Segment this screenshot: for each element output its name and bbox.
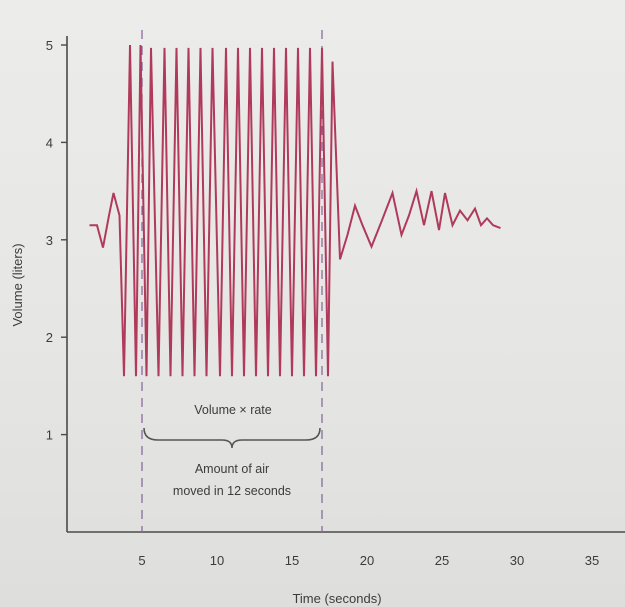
x-tick-label-5: 5: [138, 553, 145, 568]
y-tick-label-4: 4: [46, 135, 53, 150]
annotation-amount-of-air: Amount of air: [195, 462, 269, 476]
annotation-moved-in-12-seconds: moved in 12 seconds: [173, 484, 291, 498]
x-axis-label: Time (seconds): [292, 591, 381, 606]
x-tick-label-35: 35: [585, 553, 599, 568]
volume-trace-line: [89, 44, 501, 377]
x-tick-label-30: 30: [510, 553, 524, 568]
x-ticks: 5 10 15 20 25 30 35: [138, 553, 599, 568]
y-axis-label: Volume (liters): [10, 243, 25, 326]
curly-brace: [143, 427, 321, 449]
y-tick-label-3: 3: [46, 233, 53, 248]
x-tick-label-25: 25: [435, 553, 449, 568]
annotation-volume-rate: Volume × rate: [194, 403, 272, 417]
x-tick-label-10: 10: [210, 553, 224, 568]
x-tick-label-15: 15: [285, 553, 299, 568]
y-ticks: 1 2 3 4 5: [46, 38, 67, 443]
axes: [66, 36, 625, 533]
y-tick-label-5: 5: [46, 38, 53, 53]
y-tick-label-2: 2: [46, 330, 53, 345]
x-tick-label-20: 20: [360, 553, 374, 568]
y-tick-label-1: 1: [46, 428, 53, 443]
